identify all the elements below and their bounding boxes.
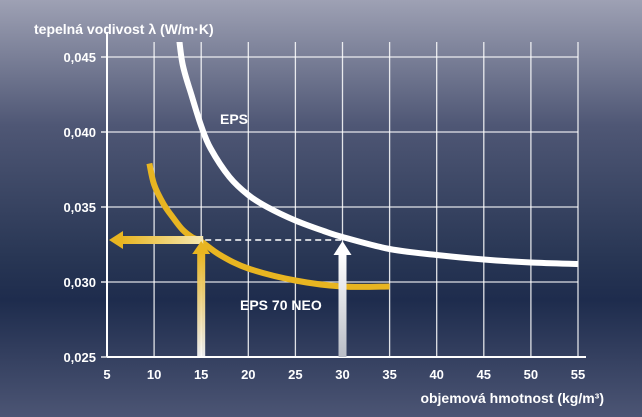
x-tick-label: 55 (571, 367, 585, 382)
y-tick-label: 0,035 (63, 200, 96, 215)
lambda-arrow-head (109, 231, 123, 249)
lambda-arrow-shaft (121, 236, 204, 244)
y-axis-title: tepelná vodivost λ (W/m·K) (34, 21, 214, 37)
y-tick-label: 0,040 (63, 125, 96, 140)
x-tick-label: 25 (288, 367, 302, 382)
x-axis-title: objemová hmotnost (kg/m³) (420, 390, 604, 406)
neo-density-arrow-head (192, 241, 211, 254)
x-tick-label: 10 (147, 367, 161, 382)
series-label-eps: EPS (220, 111, 248, 127)
eps-density-arrow-head (333, 241, 352, 255)
x-tick-label: 30 (335, 367, 349, 382)
x-tick-label: 20 (241, 367, 255, 382)
x-tick-label: 5 (103, 367, 110, 382)
series-eps-neo-line (146, 162, 390, 290)
y-tick-label: 0,045 (63, 50, 96, 65)
neo-density-arrow-shaft (197, 252, 206, 357)
x-tick-label: 50 (524, 367, 538, 382)
x-tick-label: 15 (194, 367, 208, 382)
y-tick-label: 0,030 (63, 275, 96, 290)
series-group (146, 42, 579, 290)
y-tick-label: 0,025 (63, 350, 96, 365)
x-tick-label: 40 (429, 367, 443, 382)
x-tick-label: 35 (382, 367, 396, 382)
x-tick-label: 45 (477, 367, 491, 382)
series-eps-line (176, 42, 579, 267)
series-label-eps-neo: EPS 70 NEO (240, 297, 322, 313)
eps-density-arrow-shaft (338, 253, 347, 357)
